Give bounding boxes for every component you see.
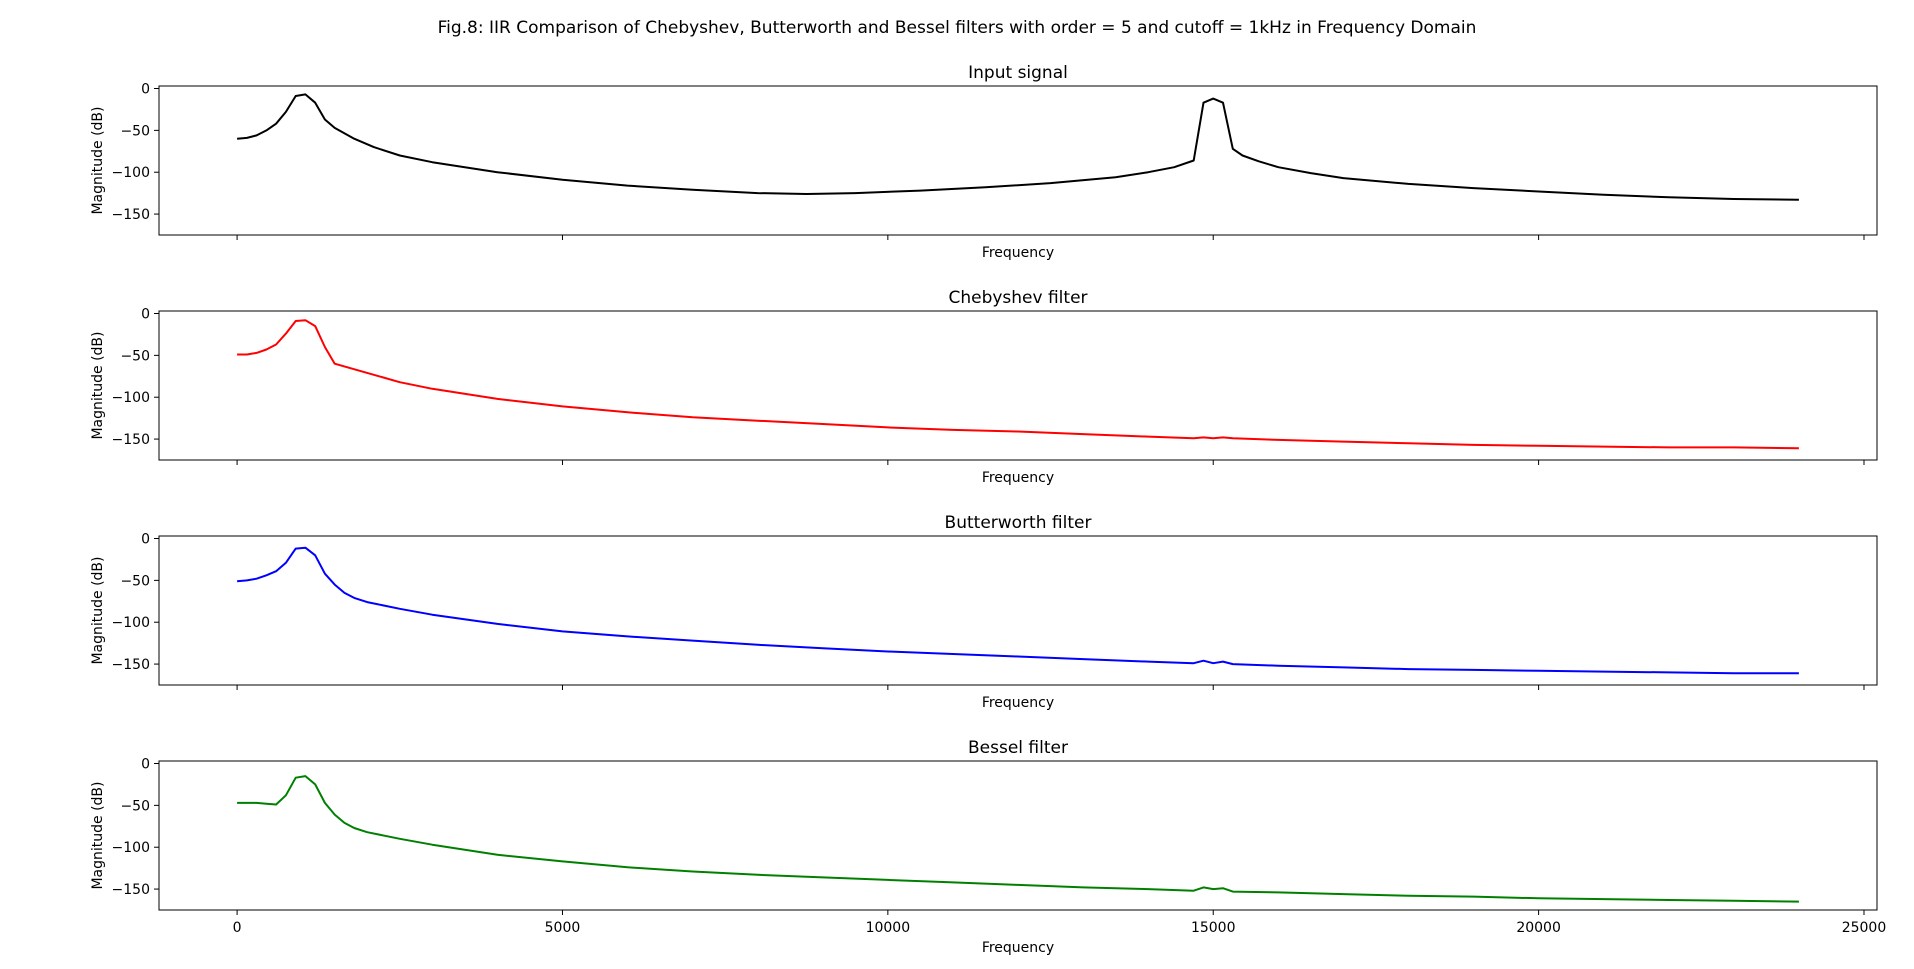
y-axis-label: Magnitude (dB) — [90, 781, 106, 889]
y-tick-label: 0 — [141, 757, 150, 773]
axes-frame — [158, 85, 1878, 236]
y-tick-label: −100 — [112, 840, 150, 856]
series-line — [237, 93, 1799, 201]
subplot-2: Butterworth filter 0 −50 −100 −150 Frequency M… — [90, 513, 1878, 711]
x-tick-label: 0 — [233, 920, 242, 936]
y-axis-label: Magnitude (dB) — [90, 106, 106, 214]
y-tick-label: 0 — [141, 532, 150, 548]
x-tick-label: 15000 — [1191, 920, 1236, 936]
y-axis-label: Magnitude (dB) — [90, 331, 106, 439]
y-tick-label: −50 — [120, 573, 150, 589]
y-tick-label: −150 — [112, 207, 150, 223]
axes-frame — [158, 310, 1878, 461]
series-line — [237, 546, 1799, 675]
subplots-container: Input signal 0 −50 −100 −150 Frequency Magnitu… — [90, 63, 1886, 956]
y-tick-label: −50 — [120, 123, 150, 139]
x-axis-label: Frequency — [982, 245, 1054, 261]
series-line — [237, 775, 1799, 903]
y-tick-label: −150 — [112, 432, 150, 448]
y-tick-label: 0 — [141, 82, 150, 98]
axes-frame — [158, 760, 1878, 911]
x-axis-label: Frequency — [982, 470, 1054, 486]
y-tick-label: −50 — [120, 798, 150, 814]
axes-frame — [158, 535, 1878, 686]
y-tick-label: −150 — [112, 882, 150, 898]
subplot-title: Bessel filter — [968, 738, 1068, 758]
x-tick-label: 25000 — [1842, 920, 1887, 936]
subplot-0: Input signal 0 −50 −100 −150 Frequency Magnitu… — [90, 63, 1878, 261]
y-axis-label: Magnitude (dB) — [90, 556, 106, 664]
y-tick-label: −50 — [120, 348, 150, 364]
series-line — [237, 319, 1799, 450]
subplot-title: Butterworth filter — [945, 513, 1092, 533]
y-tick-label: −100 — [112, 390, 150, 406]
y-tick-label: −100 — [112, 165, 150, 181]
subplot-title: Chebyshev filter — [948, 288, 1087, 308]
subplot-title: Input signal — [968, 63, 1068, 83]
x-tick-label: 10000 — [866, 920, 911, 936]
x-tick-label: 20000 — [1516, 920, 1561, 936]
x-axis-label: Frequency — [982, 695, 1054, 711]
y-tick-label: −100 — [112, 615, 150, 631]
y-tick-label: −150 — [112, 657, 150, 673]
figure-title: Fig.8: IIR Comparison of Chebyshev, Butt… — [438, 18, 1477, 38]
x-tick-label: 5000 — [545, 920, 581, 936]
subplot-3: Bessel filter 0 −50 −100 −150 0 5000 10000 15000… — [90, 738, 1886, 956]
subplot-1: Chebyshev filter 0 −50 −100 −150 Frequency Mag… — [90, 288, 1878, 486]
y-tick-label: 0 — [141, 307, 150, 323]
x-axis-label: Frequency — [982, 940, 1054, 956]
